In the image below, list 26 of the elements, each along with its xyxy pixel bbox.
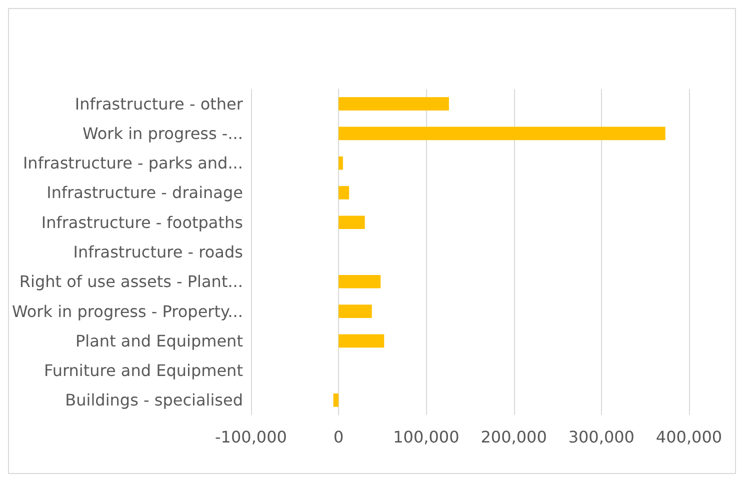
x-tick-label: 400,000 (656, 428, 722, 446)
bar (338, 186, 350, 200)
bar (338, 216, 365, 230)
y-tick-label: Work in progress - Property... (12, 302, 243, 321)
bar (338, 274, 381, 288)
bar (338, 126, 666, 140)
y-tick-label: Infrastructure - other (74, 94, 244, 114)
y-tick-label: Infrastructure - footpaths (41, 212, 243, 232)
x-tick-label: 300,000 (568, 428, 634, 446)
x-tick-label: 0 (333, 428, 344, 446)
y-tick-label: Right of use assets - Plant... (19, 272, 243, 292)
x-tick-label: 100,000 (393, 428, 460, 446)
x-tick-label: -100,000 (215, 428, 287, 446)
bar (333, 394, 339, 407)
y-tick-label: Furniture and Equipment (44, 361, 243, 380)
x-tick-label: 200,000 (480, 428, 547, 446)
y-tick-label: Infrastructure - drainage (46, 183, 243, 202)
y-tick-label: Infrastructure - parks and... (22, 154, 243, 173)
bar (338, 334, 384, 348)
y-tick-label: Infrastructure - roads (73, 242, 243, 262)
bar (338, 97, 449, 110)
y-tick-label: Plant and Equipment (76, 331, 243, 350)
y-tick-label: Work in progress -... (82, 124, 243, 143)
bar (338, 304, 372, 318)
bar (338, 156, 343, 170)
y-tick-label: Buildings - specialised (65, 390, 243, 410)
